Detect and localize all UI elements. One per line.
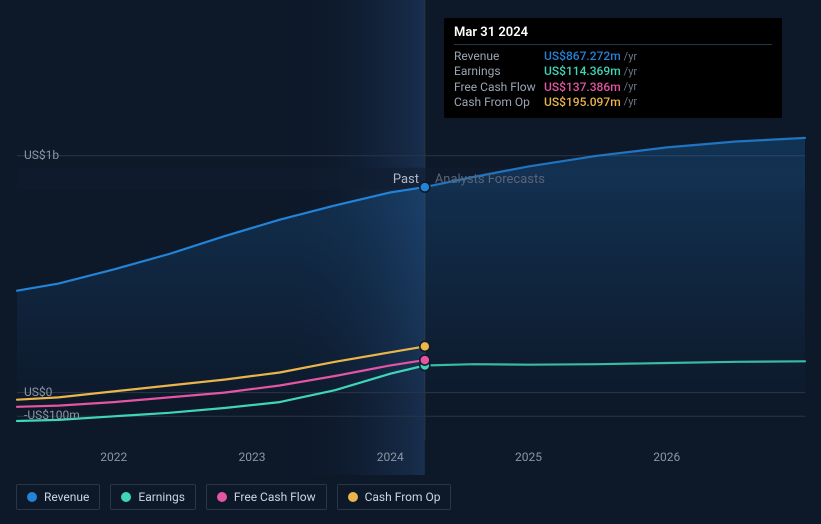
x-axis-tick: 2023: [239, 450, 266, 464]
legend-item-cfo[interactable]: Cash From Op: [337, 484, 452, 510]
tooltip-row-label: Revenue: [454, 50, 544, 63]
chart-legend: Revenue Earnings Free Cash Flow Cash From O…: [16, 484, 451, 510]
x-axis-tick: 2022: [100, 450, 127, 464]
legend-swatch: [27, 492, 37, 502]
tooltip-row: EarningsUS$114.369m/yr: [454, 64, 772, 79]
legend-swatch: [121, 492, 131, 502]
tooltip-row-unit: /yr: [624, 81, 637, 93]
legend-item-revenue[interactable]: Revenue: [16, 484, 100, 510]
tooltip-row-value: US$137.386m: [544, 81, 621, 94]
period-label-past: Past: [393, 172, 419, 187]
legend-swatch: [348, 492, 358, 502]
legend-label: Cash From Op: [365, 490, 441, 504]
tooltip-date: Mar 31 2024: [454, 26, 772, 45]
y-axis-tick: -US$100m: [24, 408, 80, 422]
y-axis-tick: US$1b: [24, 148, 59, 162]
chart-tooltip: Mar 31 2024 RevenueUS$867.272m/yrEarning…: [444, 18, 782, 118]
tooltip-row-value: US$195.097m: [544, 96, 621, 109]
legend-swatch: [217, 492, 227, 502]
tooltip-row-label: Earnings: [454, 65, 544, 78]
tooltip-row: Cash From OpUS$195.097m/yr: [454, 95, 772, 110]
financials-forecast-chart[interactable]: Past Analysts Forecasts US$1b US$0 -US$100…: [0, 0, 821, 475]
tooltip-row-label: Free Cash Flow: [454, 81, 544, 94]
tooltip-row-unit: /yr: [624, 66, 637, 78]
tooltip-row: Free Cash FlowUS$137.386m/yr: [454, 80, 772, 95]
legend-label: Earnings: [138, 490, 185, 504]
legend-item-earnings[interactable]: Earnings: [110, 484, 196, 510]
x-axis-tick: 2024: [377, 450, 404, 464]
x-axis-tick: 2025: [515, 450, 542, 464]
y-axis-tick: US$0: [24, 385, 52, 399]
legend-label: Free Cash Flow: [234, 490, 316, 504]
tooltip-row: RevenueUS$867.272m/yr: [454, 49, 772, 64]
tooltip-row-label: Cash From Op: [454, 96, 544, 109]
period-label-forecast: Analysts Forecasts: [435, 172, 545, 187]
legend-item-fcf[interactable]: Free Cash Flow: [206, 484, 327, 510]
x-axis-tick: 2026: [653, 450, 680, 464]
tooltip-row-value: US$867.272m: [544, 50, 621, 63]
tooltip-row-unit: /yr: [624, 51, 637, 63]
tooltip-row-value: US$114.369m: [544, 65, 621, 78]
legend-label: Revenue: [44, 490, 89, 504]
tooltip-row-unit: /yr: [624, 96, 637, 108]
